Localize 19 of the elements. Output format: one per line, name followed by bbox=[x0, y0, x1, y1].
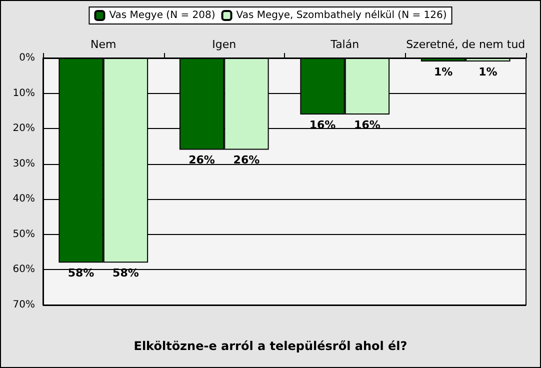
y-tick-label: 50% bbox=[12, 228, 35, 240]
y-tick-label: 40% bbox=[12, 194, 35, 205]
y-tick-label: 10% bbox=[12, 88, 35, 99]
legend-label: Vas Megye, Szombathely nélkül (N = 126) bbox=[236, 10, 447, 21]
x-tick-label: Szeretné, de nem tud bbox=[406, 38, 526, 51]
text: 1% bbox=[434, 66, 453, 79]
x-tick-label: Talán bbox=[330, 38, 360, 51]
y-tick-label: 30% bbox=[12, 158, 35, 170]
text: Elköltözne-e arról a településről ahol él? bbox=[134, 339, 408, 353]
y-tick-label: 20% bbox=[12, 123, 35, 134]
x-tick-label: Nem bbox=[90, 38, 116, 51]
legend-label: Vas Megye (N = 208) bbox=[109, 10, 216, 21]
y-tick-label: 70% bbox=[12, 300, 35, 310]
y-tick-label: 0% bbox=[19, 52, 35, 64]
x-tick-label: Igen bbox=[212, 38, 236, 51]
text: 1% bbox=[478, 66, 498, 79]
text: 26% bbox=[188, 154, 215, 167]
y-tick-label: 60% bbox=[12, 264, 35, 276]
text: 26% bbox=[233, 154, 260, 167]
